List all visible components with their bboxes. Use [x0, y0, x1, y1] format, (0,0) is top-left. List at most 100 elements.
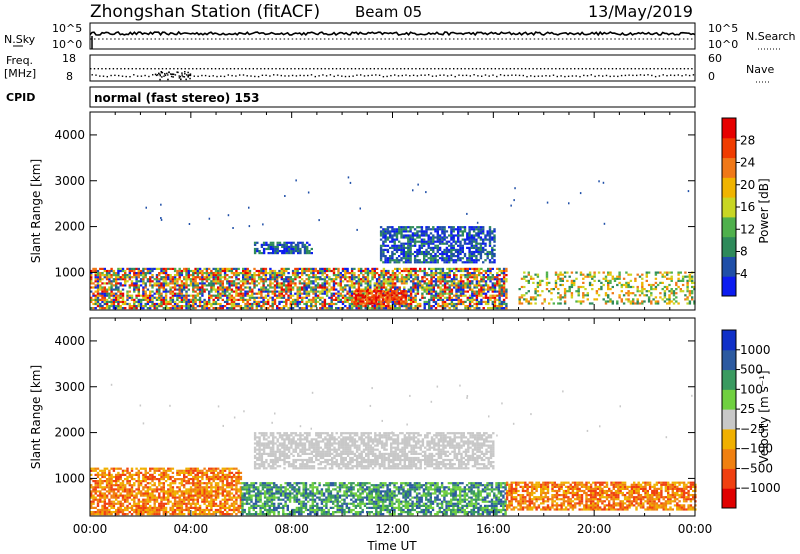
echo-cell	[192, 278, 195, 281]
echo-cell	[423, 257, 426, 260]
echo-cell	[487, 290, 490, 293]
echo-cell	[221, 307, 224, 310]
echo-cell	[366, 272, 370, 275]
echo-cell	[96, 504, 100, 507]
echo-cell	[103, 307, 106, 310]
echo-cell	[273, 278, 277, 281]
echo-cell	[346, 267, 349, 270]
echo-cell	[450, 292, 454, 295]
echo-cell	[226, 286, 229, 289]
echo-cell	[251, 278, 254, 281]
echo-cell	[471, 290, 474, 293]
echo-cell	[375, 296, 378, 299]
echo-cell	[450, 246, 453, 249]
echo-cell	[439, 292, 442, 295]
echo-cell	[473, 286, 476, 289]
echo-cell	[110, 298, 113, 301]
echo-cell	[167, 484, 170, 487]
echo-cell	[402, 292, 405, 295]
echo-cell	[634, 277, 637, 280]
echo-cell	[287, 272, 290, 275]
echo-cell	[388, 296, 392, 299]
echo-cell	[173, 480, 177, 483]
echo-cell	[375, 282, 379, 285]
echo-cell	[169, 280, 172, 283]
echo-cell	[489, 272, 492, 275]
echo-cell	[146, 492, 150, 495]
echo-cell	[130, 492, 134, 495]
echo-cell	[475, 276, 479, 279]
echo-cell	[196, 496, 199, 499]
echo-cell	[346, 298, 349, 301]
echo-cell	[604, 302, 608, 305]
echo-cell	[146, 272, 150, 275]
echo-cell	[486, 232, 489, 235]
echo-cell	[178, 284, 181, 287]
echo-cell	[305, 284, 308, 287]
echo-cell	[441, 278, 445, 281]
echo-cell	[441, 259, 444, 262]
echo-cell	[439, 298, 442, 301]
echo-cell	[375, 290, 378, 293]
echo-cell	[285, 245, 288, 248]
echo-cell	[400, 234, 403, 237]
echo-cell	[192, 490, 195, 493]
echo-cell	[429, 232, 433, 235]
echo-cell	[180, 480, 184, 483]
echo-cell	[103, 274, 106, 277]
echo-cell	[171, 471, 175, 474]
echo-cell	[452, 238, 455, 241]
echo-cell	[162, 280, 165, 283]
echo-cell	[276, 282, 279, 285]
echo-cell	[468, 240, 471, 243]
echo-cell	[400, 290, 403, 293]
echo-cell	[480, 298, 483, 301]
echo-cell	[198, 484, 202, 487]
echo-cell	[162, 478, 165, 481]
echo-cell	[178, 294, 181, 297]
echo-speckle	[603, 222, 606, 225]
echo-cell	[105, 294, 109, 297]
echo-cell	[94, 486, 97, 489]
echo-cell	[223, 292, 227, 295]
echo-cell	[242, 269, 245, 273]
echo-cell	[478, 307, 481, 310]
echo-cell	[607, 294, 610, 297]
echo-cell	[205, 498, 209, 501]
echo-cell	[457, 302, 460, 306]
echo-cell	[505, 305, 508, 308]
echo-cell	[443, 300, 447, 303]
echo-cell	[144, 272, 147, 275]
echo-cell	[344, 267, 347, 270]
echo-cell	[101, 500, 104, 503]
echo-cell	[475, 257, 478, 260]
echo-cell	[117, 267, 120, 270]
echo-cell	[413, 228, 417, 231]
echo-cell	[386, 259, 390, 262]
echo-cell	[409, 296, 413, 299]
echo-cell	[112, 496, 116, 499]
echo-cell	[450, 259, 453, 262]
echo-cell	[291, 274, 295, 277]
echo-cell	[303, 252, 307, 255]
echo-cell	[96, 508, 100, 512]
echo-cell	[382, 267, 386, 270]
echo-cell	[532, 277, 535, 280]
echo-cell	[264, 274, 268, 277]
power-ylabel: Slant Range [km]	[29, 159, 43, 263]
echo-cell	[296, 305, 299, 308]
echo-cell	[412, 298, 415, 301]
echo-cell	[257, 300, 261, 303]
echo-cell	[90, 494, 93, 497]
echo-cell	[289, 292, 292, 295]
echo-cell	[348, 298, 351, 301]
echo-cell	[267, 247, 270, 251]
echo-cell	[178, 490, 181, 493]
echo-cell	[420, 242, 424, 245]
echo-cell	[158, 502, 161, 505]
echo-cell	[661, 273, 664, 276]
echo-cell	[378, 305, 381, 308]
echo-cell	[208, 467, 211, 470]
echo-cell	[189, 282, 193, 285]
echo-cell	[629, 273, 633, 276]
